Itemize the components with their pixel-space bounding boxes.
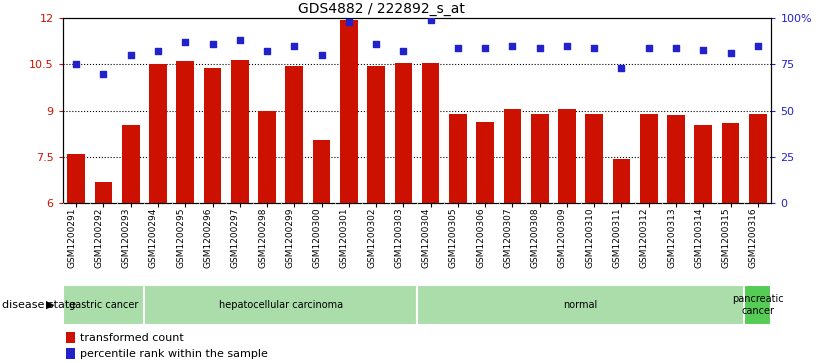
Bar: [417, 285, 744, 325]
Bar: [530, 114, 549, 203]
Text: pancreatic
cancer: pancreatic cancer: [732, 294, 784, 316]
Bar: [613, 159, 631, 203]
Text: normal: normal: [564, 300, 598, 310]
Point: [260, 49, 274, 54]
Point: [533, 45, 546, 51]
Point: [560, 43, 574, 49]
Text: GSM1200298: GSM1200298: [258, 207, 267, 268]
Point: [397, 49, 410, 54]
Bar: [640, 114, 658, 203]
Point: [234, 37, 247, 43]
Point: [615, 65, 628, 71]
Text: GSM1200294: GSM1200294: [149, 207, 158, 268]
Text: GSM1200310: GSM1200310: [585, 207, 594, 268]
Point: [724, 50, 737, 56]
Point: [342, 19, 355, 25]
Text: GSM1200313: GSM1200313: [667, 207, 676, 268]
Text: hepatocellular carcinoma: hepatocellular carcinoma: [219, 300, 343, 310]
Point: [206, 41, 219, 47]
Bar: [149, 65, 167, 203]
Bar: [504, 109, 521, 203]
Text: GSM1200315: GSM1200315: [721, 207, 731, 268]
Text: percentile rank within the sample: percentile rank within the sample: [80, 349, 269, 359]
Text: GSM1200300: GSM1200300: [313, 207, 322, 268]
Text: GSM1200306: GSM1200306: [476, 207, 485, 268]
Bar: [313, 140, 330, 203]
Text: gastric cancer: gastric cancer: [68, 300, 138, 310]
Text: GSM1200291: GSM1200291: [68, 207, 76, 268]
Point: [315, 52, 329, 58]
Text: transformed count: transformed count: [80, 333, 184, 343]
Point: [751, 43, 765, 49]
Bar: [422, 63, 440, 203]
Bar: [63, 285, 144, 325]
Point: [587, 45, 600, 51]
Bar: [66, 348, 75, 359]
Bar: [68, 154, 85, 203]
Bar: [449, 114, 467, 203]
Point: [696, 47, 710, 53]
Text: GSM1200309: GSM1200309: [558, 207, 567, 268]
Point: [69, 61, 83, 68]
Bar: [66, 332, 75, 343]
Text: GSM1200311: GSM1200311: [612, 207, 621, 268]
Bar: [721, 123, 740, 203]
Point: [151, 49, 164, 54]
Point: [479, 45, 492, 51]
Point: [97, 71, 110, 77]
Bar: [94, 182, 113, 203]
Bar: [176, 61, 194, 203]
Text: GSM1200307: GSM1200307: [504, 207, 512, 268]
Text: disease state: disease state: [2, 300, 76, 310]
Point: [178, 39, 192, 45]
Title: GDS4882 / 222892_s_at: GDS4882 / 222892_s_at: [298, 2, 465, 16]
Text: GSM1200304: GSM1200304: [422, 207, 430, 268]
Bar: [667, 115, 685, 203]
Text: GSM1200292: GSM1200292: [94, 207, 103, 268]
Bar: [476, 122, 494, 203]
Bar: [695, 125, 712, 203]
Text: GSM1200299: GSM1200299: [285, 207, 294, 268]
Bar: [744, 285, 771, 325]
Text: GSM1200301: GSM1200301: [339, 207, 349, 268]
Text: ▶: ▶: [46, 300, 54, 310]
Text: GSM1200308: GSM1200308: [530, 207, 540, 268]
Point: [124, 52, 138, 58]
Bar: [394, 63, 412, 203]
Text: GSM1200314: GSM1200314: [694, 207, 703, 268]
Bar: [367, 66, 385, 203]
Point: [670, 45, 683, 51]
Bar: [231, 60, 249, 203]
Point: [505, 43, 519, 49]
Text: GSM1200302: GSM1200302: [367, 207, 376, 268]
Bar: [144, 285, 417, 325]
Bar: [749, 114, 766, 203]
Text: GSM1200312: GSM1200312: [640, 207, 649, 268]
Text: GSM1200296: GSM1200296: [203, 207, 213, 268]
Text: GSM1200295: GSM1200295: [176, 207, 185, 268]
Bar: [585, 114, 603, 203]
Point: [451, 45, 465, 51]
Bar: [285, 66, 304, 203]
Bar: [558, 109, 575, 203]
Bar: [122, 125, 139, 203]
Point: [642, 45, 656, 51]
Bar: [203, 68, 221, 203]
Text: GSM1200297: GSM1200297: [231, 207, 240, 268]
Text: GSM1200305: GSM1200305: [449, 207, 458, 268]
Bar: [259, 111, 276, 203]
Text: GSM1200303: GSM1200303: [394, 207, 404, 268]
Text: GSM1200316: GSM1200316: [749, 207, 758, 268]
Point: [288, 43, 301, 49]
Point: [424, 17, 437, 23]
Point: [369, 41, 383, 47]
Text: GSM1200293: GSM1200293: [122, 207, 131, 268]
Bar: [340, 20, 358, 203]
